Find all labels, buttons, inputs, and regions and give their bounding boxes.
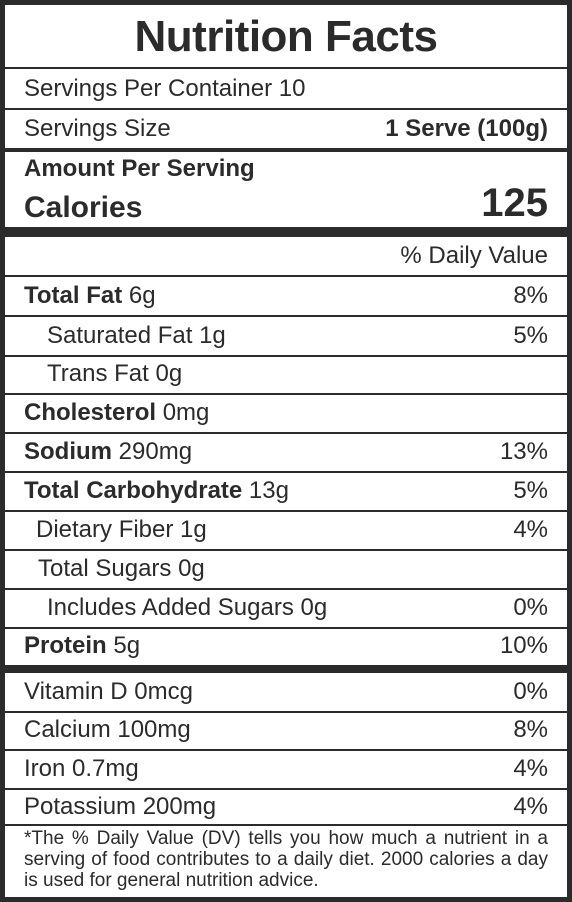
nutrient-name: Trans Fat 0g (47, 360, 183, 387)
divider-thick (5, 148, 567, 152)
nutrient-dv: 5% (513, 322, 548, 349)
vitamin-dv: 4% (513, 793, 548, 820)
vitamin-row-iron: Iron 0.7mg 4% (5, 750, 567, 788)
nutrient-name: Total Carbohydrate (24, 477, 243, 504)
nutrient-name: Total Fat (24, 282, 123, 309)
nutrient-row-cholesterol: Cholesterol 0mg (5, 394, 567, 432)
servings-per-container: Servings Per Container 10 (24, 75, 306, 102)
calories-row: Calories 125 (5, 181, 567, 227)
nutrient-dv: 4% (513, 516, 548, 543)
divider (5, 471, 567, 473)
vitamin-name: Calcium 100mg (24, 716, 191, 743)
daily-value-header-row: % Daily Value (5, 237, 567, 275)
nutrient-row-total-fat: Total Fat 6g 8% (5, 277, 567, 315)
footnote: *The % Daily Value (DV) tells you how mu… (24, 828, 548, 891)
nutrient-name: Total Sugars 0g (38, 555, 205, 582)
divider (5, 432, 567, 434)
divider (5, 67, 567, 69)
vitamin-name: Potassium 200mg (24, 793, 217, 820)
nutrient-name: Protein (24, 632, 107, 659)
nutrient-name: Saturated Fat 1g (47, 322, 226, 349)
divider (5, 588, 567, 590)
calories-label: Calories (24, 191, 143, 224)
vitamin-dv: 4% (513, 755, 548, 782)
label-title: Nutrition Facts (134, 12, 438, 61)
calories-value: 125 (481, 181, 548, 225)
nutrient-dv: 8% (513, 282, 548, 309)
serving-size-value: 1 Serve (100g) (385, 115, 548, 142)
divider (5, 824, 567, 826)
nutrient-row-sodium: Sodium 290mg 13% (5, 433, 567, 471)
divider (5, 510, 567, 512)
nutrient-name: Includes Added Sugars 0g (47, 594, 328, 621)
divider (5, 393, 567, 395)
nutrient-amount: 0mg (162, 399, 210, 426)
divider (5, 315, 567, 317)
nutrient-amount: 6g (128, 282, 156, 309)
daily-value-header: % Daily Value (400, 242, 548, 269)
divider-thick (5, 665, 567, 673)
serving-size-row: Servings Size 1 Serve (100g) (5, 110, 567, 148)
divider (5, 749, 567, 751)
nutrient-name: Sodium (24, 438, 112, 465)
nutrient-dv: 13% (499, 438, 548, 465)
servings-per-container-row: Servings Per Container 10 (5, 70, 567, 108)
nutrient-row-total-sugars: Total Sugars 0g (5, 550, 567, 588)
divider (5, 711, 567, 713)
divider (5, 627, 567, 629)
vitamin-name: Iron 0.7mg (24, 755, 139, 782)
nutrient-row-saturated-fat: Saturated Fat 1g 5% (5, 317, 567, 355)
nutrient-amount: 5g (113, 632, 141, 659)
divider (5, 275, 567, 277)
nutrient-dv: 5% (513, 477, 548, 504)
serving-size-label: Servings Size (24, 115, 171, 142)
divider (5, 108, 567, 110)
amount-per-serving: Amount Per Serving (24, 155, 255, 182)
divider (5, 549, 567, 551)
nutrient-row-dietary-fiber: Dietary Fiber 1g 4% (5, 511, 567, 549)
vitamin-dv: 8% (513, 716, 548, 743)
vitamin-row-potassium: Potassium 200mg 4% (5, 789, 567, 825)
nutrient-row-total-carbohydrate: Total Carbohydrate 13g 5% (5, 472, 567, 510)
nutrient-dv: 10% (499, 632, 548, 659)
nutrient-row-protein: Protein 5g 10% (5, 627, 567, 665)
divider-extra-thick (5, 227, 567, 237)
nutrient-name: Dietary Fiber 1g (36, 516, 207, 543)
nutrient-row-added-sugars: Includes Added Sugars 0g 0% (5, 589, 567, 627)
vitamin-dv: 0% (513, 678, 548, 705)
nutrient-amount: 290mg (118, 438, 193, 465)
divider (5, 788, 567, 790)
nutrient-row-trans-fat: Trans Fat 0g (5, 355, 567, 393)
vitamin-row-vitamin-d: Vitamin D 0mcg 0% (5, 673, 567, 711)
divider (5, 355, 567, 357)
nutrient-dv: 0% (513, 594, 548, 621)
vitamin-name: Vitamin D 0mcg (24, 678, 193, 705)
nutrient-name: Cholesterol (24, 399, 157, 426)
nutrient-amount: 13g (248, 477, 289, 504)
vitamin-row-calcium: Calcium 100mg 8% (5, 711, 567, 749)
